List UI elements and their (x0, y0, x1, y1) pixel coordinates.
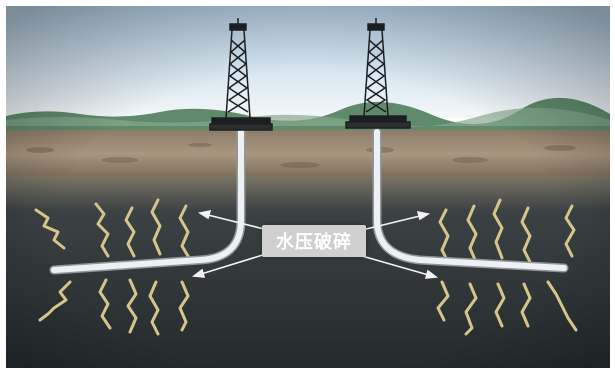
arrow-upper-left (203, 213, 269, 231)
fracture-right-5b (546, 280, 578, 332)
fracture-right-3 (492, 198, 504, 260)
arrow-lower-right (361, 255, 433, 277)
vignette (6, 6, 610, 368)
fracture-left-2 (94, 202, 110, 258)
hydraulic-fracturing-label: 水压破碎 (262, 225, 366, 257)
fracture-right-2b (464, 282, 478, 336)
arrow-icon (191, 209, 439, 279)
wellbore-pipe-icon (49, 127, 569, 275)
fracture-left-4b (148, 280, 160, 336)
fracture-left-1 (34, 208, 66, 250)
fracture-right-2 (466, 204, 478, 264)
fracture-left-1b (38, 280, 72, 322)
fracture-left-3 (124, 206, 136, 258)
fracture-left-2b (98, 278, 112, 330)
fracture-left-4 (150, 198, 162, 256)
arrow-upper-right (361, 214, 425, 231)
fracture-right-1b (436, 280, 450, 322)
fracture-crack-icon (436, 198, 578, 336)
fracture-left-5 (178, 204, 190, 258)
fracture-crack-icon (34, 198, 190, 336)
label-text: 水压破碎 (276, 232, 352, 253)
left-wellbore (51, 129, 244, 273)
fracture-right-1 (438, 208, 450, 264)
fracture-left-5b (178, 280, 190, 332)
fracture-right-5 (564, 204, 576, 258)
fracture-right-4 (520, 206, 532, 264)
fracture-right-3b (494, 282, 506, 328)
left-drilling-rig (209, 18, 273, 131)
arrow-lower-left (197, 253, 267, 276)
right-drilling-rig (345, 18, 411, 129)
right-wellbore (374, 129, 567, 271)
fracture-left-3b (126, 278, 138, 334)
fracture-right-4b (520, 282, 532, 328)
drilling-rig-icon (209, 18, 411, 131)
